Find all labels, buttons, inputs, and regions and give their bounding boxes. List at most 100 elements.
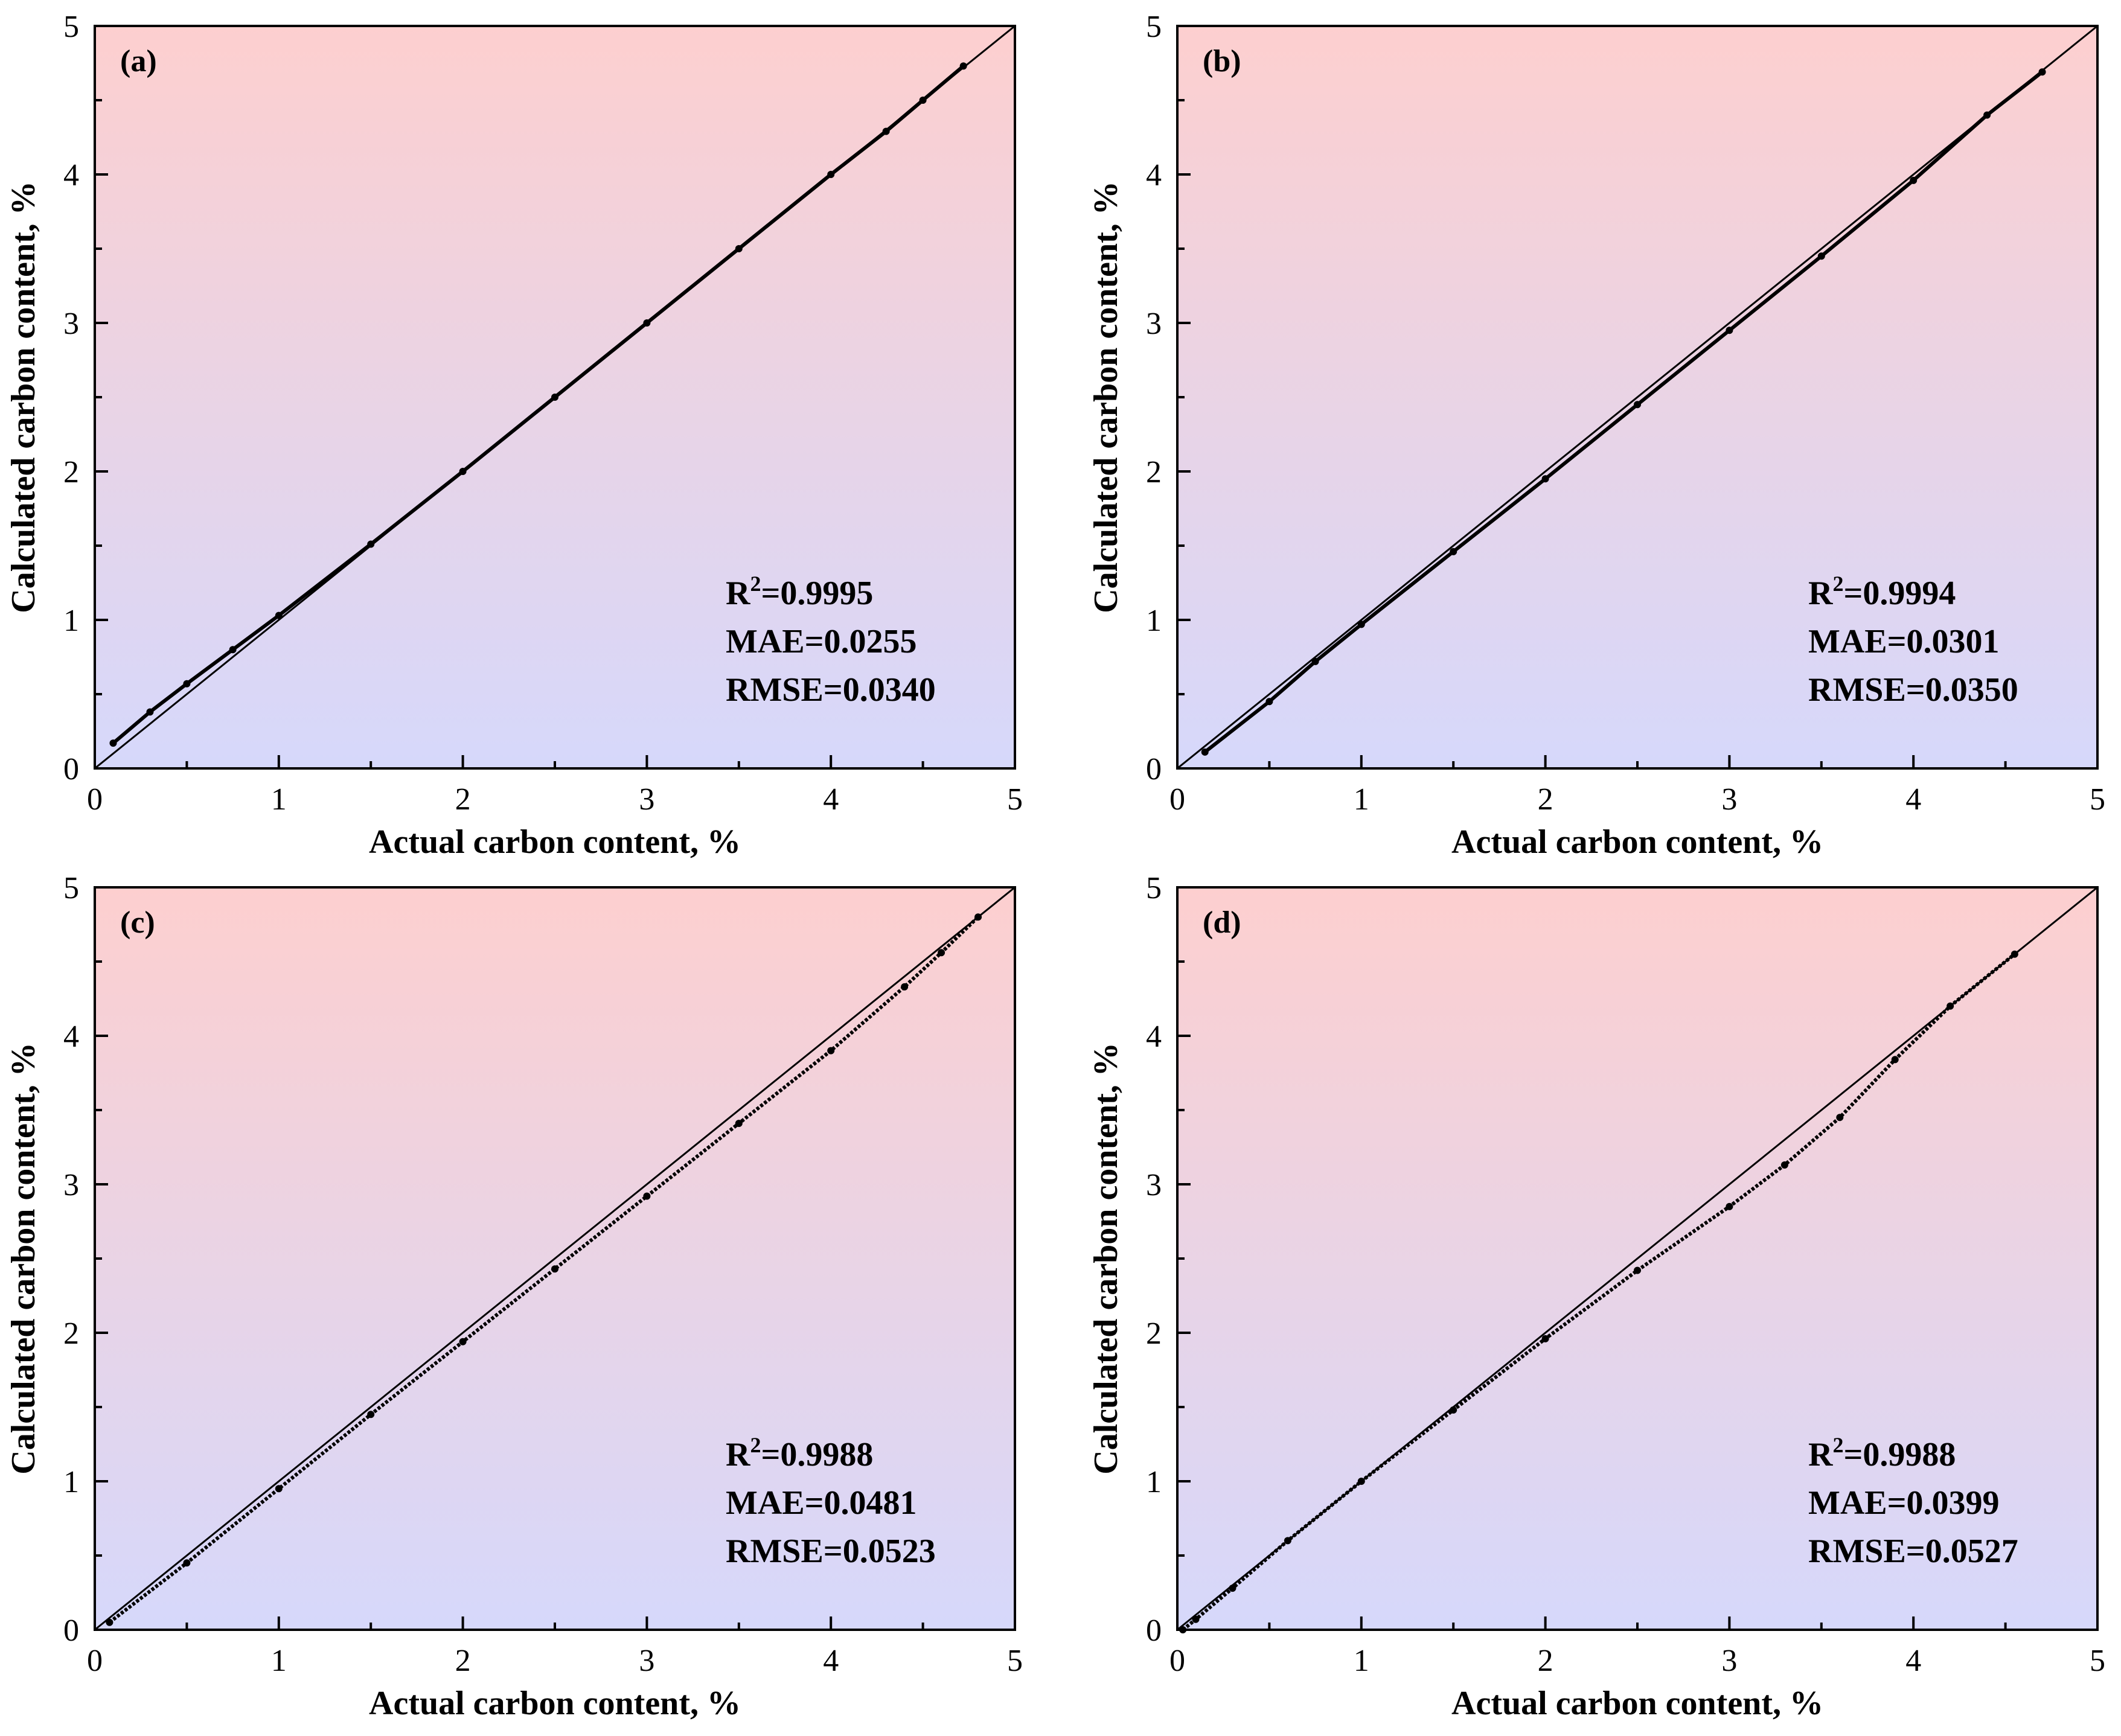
y-tick-label: 2 — [63, 1316, 79, 1351]
panel-label: (d) — [1203, 905, 1241, 940]
y-tick-label: 0 — [1146, 1613, 1162, 1648]
data-point — [1541, 475, 1549, 483]
data-point — [1450, 547, 1457, 555]
plot-frame — [1176, 886, 2099, 1631]
data-point — [1284, 1537, 1291, 1545]
data-point — [1192, 1615, 1200, 1623]
data-point — [275, 1485, 283, 1493]
data-point — [183, 680, 191, 688]
data-point — [1634, 1266, 1641, 1274]
reference-line — [1177, 25, 2098, 770]
x-tick-label: 2 — [1538, 1644, 1553, 1678]
mae-stat: MAE=0.0481 — [726, 1484, 917, 1522]
data-point — [735, 1120, 743, 1128]
y-tick-label: 0 — [1146, 752, 1162, 787]
chart-panel-a: 0 1 2 3 4 5 0 1 2 3 4 5 (a) R2=0.9995 MAE=0.0255 RM… — [5, 10, 1023, 861]
plot-frame — [94, 886, 1016, 1631]
data-point — [827, 1047, 835, 1055]
y-tick-label: 0 — [63, 1613, 79, 1648]
y-tick-label: 5 — [1146, 10, 1162, 44]
data-point — [938, 949, 945, 957]
data-point — [1357, 1478, 1365, 1485]
x-tick-label: 3 — [639, 782, 654, 817]
data-point — [643, 1192, 651, 1200]
r2-stat: R2=0.9988 — [726, 1433, 873, 1473]
y-tick-label: 5 — [1146, 871, 1162, 905]
data-series-line — [108, 916, 980, 1624]
x-axis-label: Actual carbon content, % — [1451, 1685, 1823, 1722]
data-point — [2011, 950, 2018, 958]
data-point — [901, 983, 909, 991]
y-tick-label: 2 — [1146, 1316, 1162, 1351]
mae-stat: MAE=0.0301 — [1808, 623, 2000, 660]
y-tick-label: 1 — [63, 604, 79, 638]
data-point — [1726, 327, 1733, 334]
y-axis-label: Calculated carbon content, % — [5, 1042, 42, 1475]
y-axis-label: Calculated carbon content, % — [1087, 1042, 1125, 1475]
x-tick-label: 2 — [455, 782, 471, 817]
data-point — [1229, 1584, 1236, 1592]
x-tick-label: 4 — [823, 782, 839, 817]
x-tick-label: 0 — [87, 1644, 103, 1678]
y-tick-label: 2 — [63, 455, 79, 490]
data-point — [459, 1338, 467, 1345]
x-tick-label: 4 — [1905, 782, 1921, 817]
y-tick-label: 4 — [63, 1020, 79, 1054]
x-tick-label: 3 — [639, 1644, 654, 1678]
data-point — [1201, 748, 1209, 756]
x-tick-label: 2 — [1538, 782, 1553, 817]
data-point — [275, 611, 283, 619]
rmse-stat: RMSE=0.0350 — [1808, 671, 2018, 709]
y-tick-label: 3 — [1146, 1168, 1162, 1202]
x-tick-label: 2 — [455, 1644, 471, 1678]
data-series-line — [112, 65, 965, 745]
chart-panel-d: 0 1 2 3 4 5 0 1 2 3 4 5 (d) R2=0.9988 MAE=0.0399 RM… — [1087, 871, 2105, 1722]
rmse-stat: RMSE=0.0523 — [726, 1533, 936, 1570]
rmse-stat: RMSE=0.0340 — [726, 671, 936, 709]
chart-panel-b: 0 1 2 3 4 5 0 1 2 3 4 5 (b) R2=0.9994 MAE=0.0301 RM… — [1087, 10, 2105, 861]
x-tick-label: 4 — [1905, 1644, 1921, 1678]
y-tick-label: 3 — [63, 307, 79, 341]
data-point — [1836, 1114, 1844, 1122]
panel-label: (c) — [120, 905, 155, 940]
y-tick-label: 1 — [63, 1465, 79, 1499]
data-point — [974, 913, 982, 921]
data-point — [1983, 111, 1991, 119]
data-point — [1311, 657, 1319, 665]
x-tick-label: 3 — [1721, 782, 1737, 817]
plot-frame — [94, 25, 1016, 770]
x-tick-label: 1 — [1354, 1644, 1369, 1678]
data-point — [1265, 698, 1273, 706]
x-tick-label: 1 — [271, 782, 287, 817]
mae-stat: MAE=0.0255 — [726, 623, 917, 660]
data-point — [183, 1559, 191, 1567]
r2-stat: R2=0.9995 — [726, 572, 873, 612]
data-point — [1726, 1202, 1733, 1210]
panel-label: (b) — [1203, 44, 1241, 78]
y-tick-label: 4 — [63, 158, 79, 193]
y-tick-label: 3 — [1146, 307, 1162, 341]
y-tick-label: 5 — [63, 871, 79, 905]
data-point — [551, 394, 558, 401]
y-tick-label: 1 — [1146, 1465, 1162, 1499]
mae-stat: MAE=0.0399 — [1808, 1484, 2000, 1522]
data-point — [1541, 1335, 1549, 1342]
x-tick-label: 1 — [271, 1644, 287, 1678]
y-tick-label: 4 — [1146, 1020, 1162, 1054]
y-tick-label: 5 — [63, 10, 79, 44]
data-point — [367, 1411, 375, 1418]
data-point — [367, 540, 375, 548]
data-point — [1891, 1056, 1899, 1064]
data-point — [146, 708, 154, 716]
data-point — [882, 127, 890, 135]
y-tick-label: 3 — [63, 1168, 79, 1202]
data-point — [643, 319, 651, 327]
data-series-line — [1182, 953, 2016, 1632]
panel-label: (a) — [120, 44, 157, 78]
data-point — [1780, 1161, 1788, 1169]
x-axis-label: Actual carbon content, % — [369, 1685, 741, 1722]
data-point — [551, 1265, 558, 1273]
data-point — [827, 171, 835, 178]
data-point — [459, 468, 467, 475]
